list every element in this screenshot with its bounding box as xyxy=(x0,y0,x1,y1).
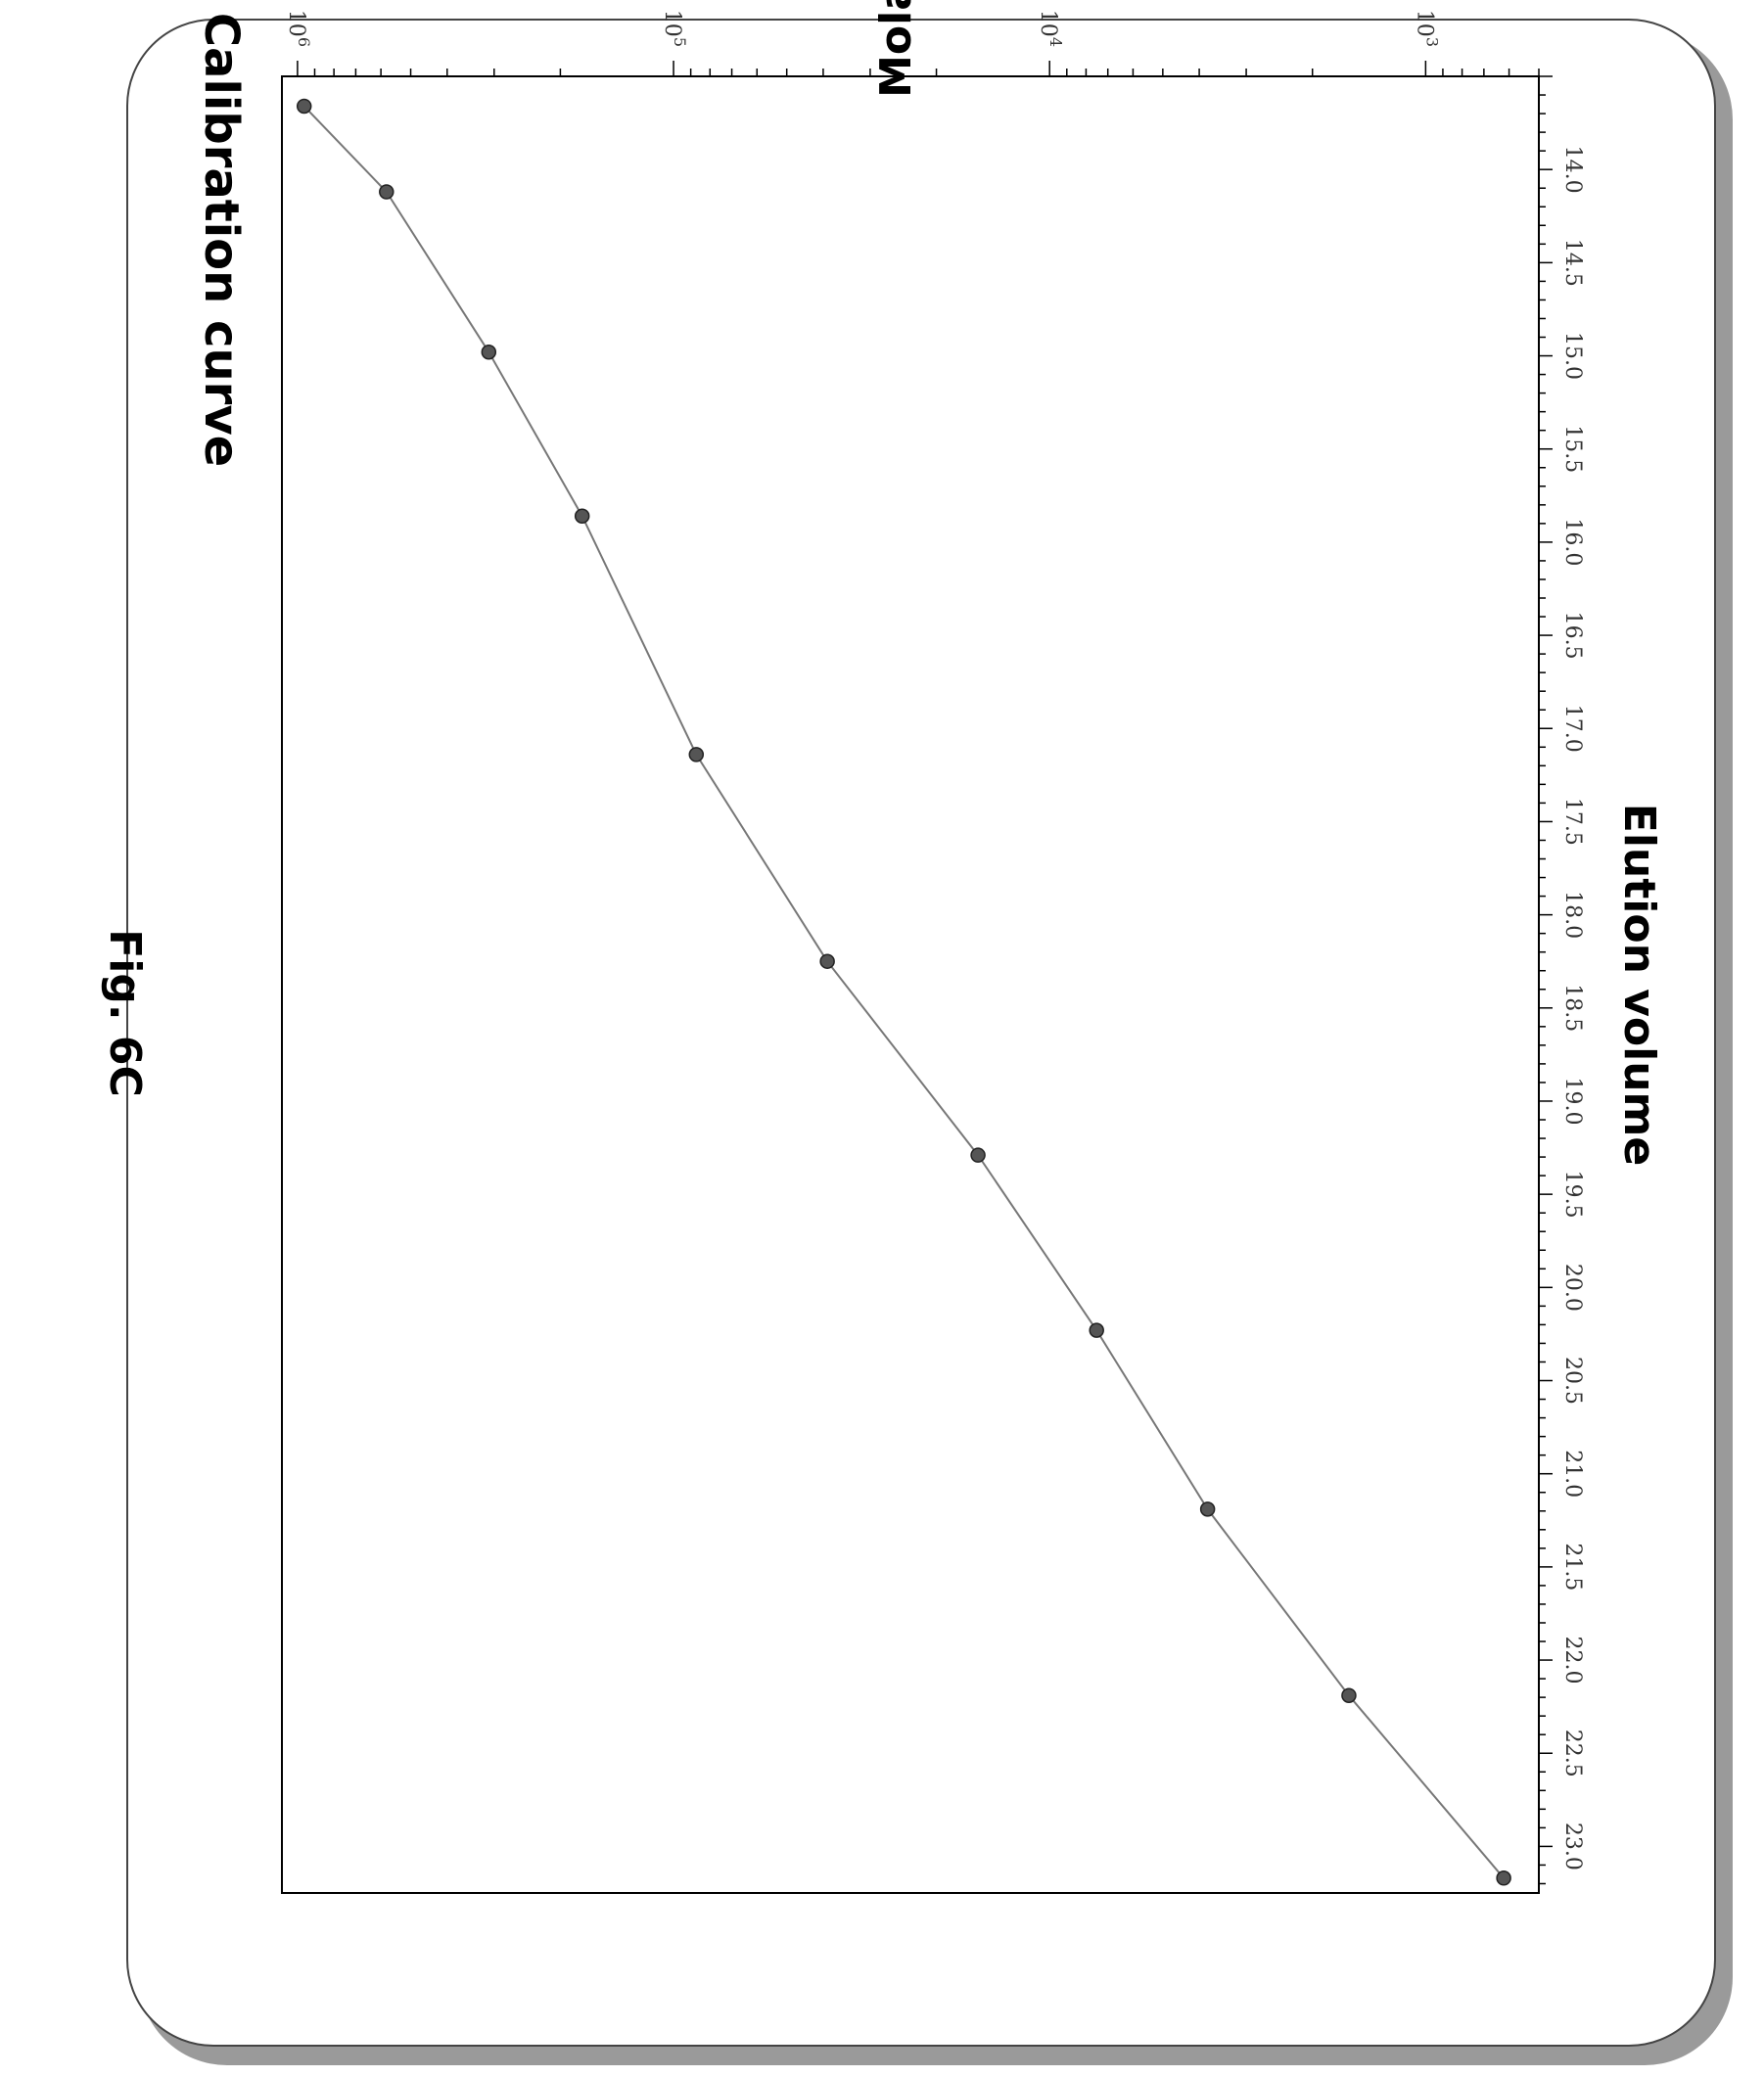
data-point xyxy=(819,953,835,969)
data-point xyxy=(481,344,497,360)
data-point xyxy=(1341,1687,1357,1703)
x-tick-label: 22.5 xyxy=(1560,1730,1585,1777)
data-points xyxy=(296,98,1511,1886)
y-tick-label: 103 xyxy=(1412,10,1441,47)
x-tick-label: 14.5 xyxy=(1560,239,1585,287)
x-tick-label: 20.5 xyxy=(1560,1357,1585,1405)
x-tick-label: 21.5 xyxy=(1560,1543,1585,1591)
data-point xyxy=(1199,1501,1216,1517)
data-point xyxy=(379,184,395,200)
x-tick-label: 17.0 xyxy=(1560,705,1585,753)
y-tick-label: 106 xyxy=(284,10,313,47)
y-tick-label: 105 xyxy=(660,10,689,47)
x-tick-label: 18.0 xyxy=(1560,891,1585,939)
data-point xyxy=(688,747,705,762)
plot-frame xyxy=(281,75,1540,1894)
x-axis: 14.0 14.5 15.0 15.5 16.0 16.5 17.0 17.5 18.0 18.5… xyxy=(1539,75,1585,1885)
y-axis-title: Molar mass xyxy=(871,0,921,98)
chart-title: Calibration curve xyxy=(194,13,249,467)
y-axis: 106 105 104 103 xyxy=(284,10,1540,76)
figure-frame xyxy=(126,19,1733,2065)
data-point xyxy=(1089,1322,1104,1338)
x-tick-label: 14.0 xyxy=(1560,146,1585,194)
data-point xyxy=(574,508,590,524)
x-tick-label: 18.5 xyxy=(1560,984,1585,1032)
x-tick-label: 20.0 xyxy=(1560,1264,1585,1312)
x-tick-label: 19.0 xyxy=(1560,1077,1585,1125)
figure-label: Fig. 6C xyxy=(100,929,150,1097)
x-tick-label: 22.0 xyxy=(1560,1637,1585,1685)
x-tick-label: 21.0 xyxy=(1560,1450,1585,1498)
x-tick-label: 19.5 xyxy=(1560,1171,1585,1219)
data-point xyxy=(970,1147,986,1163)
x-tick-label: 17.5 xyxy=(1560,798,1585,846)
x-tick-label: 16.5 xyxy=(1560,612,1585,660)
x-tick-label: 16.0 xyxy=(1560,518,1585,566)
data-point xyxy=(1496,1870,1511,1886)
x-axis-title: Elution volume xyxy=(1614,804,1664,1166)
x-tick-label: 23.0 xyxy=(1560,1823,1585,1870)
rotated-chart-group: 14.0 14.5 15.0 15.5 16.0 16.5 17.0 17.5 18.0 18.5… xyxy=(100,0,1664,1894)
x-tick-label: 15.0 xyxy=(1560,332,1585,380)
data-point xyxy=(296,98,312,115)
y-tick-label: 104 xyxy=(1036,10,1065,47)
x-tick-label: 15.5 xyxy=(1560,425,1585,473)
